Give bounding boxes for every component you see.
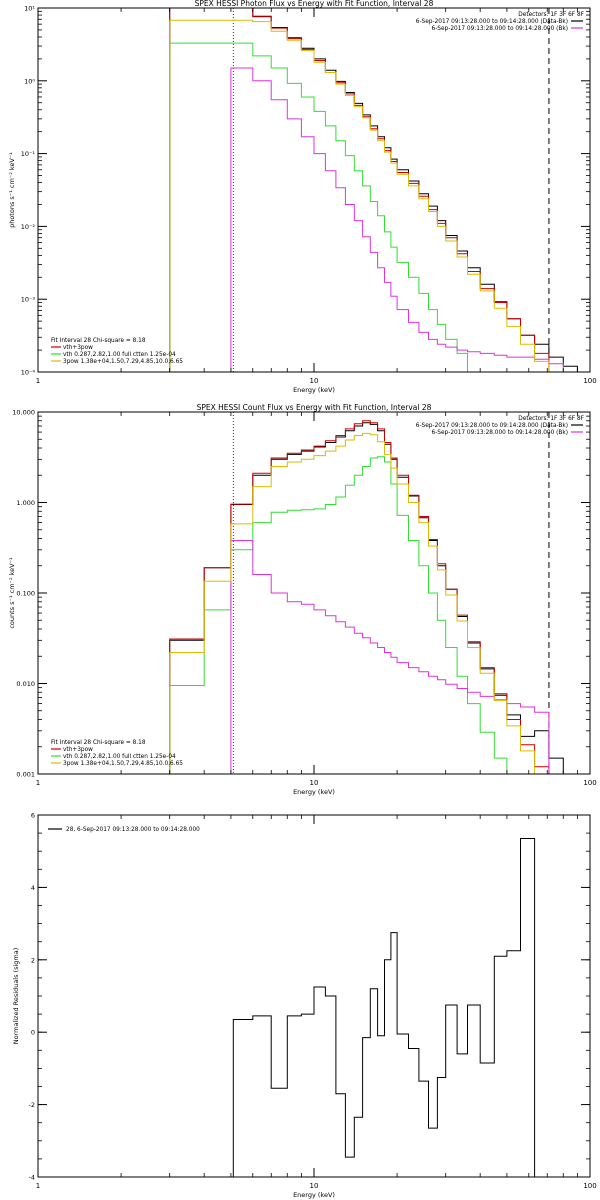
x-tick-label: 10 (310, 1182, 319, 1190)
x-tick-label: 1 (36, 779, 40, 787)
y-tick-label: 10.000 (12, 409, 35, 417)
legend-entry: 3pow 1.38e+04,1.50,7.29,4.85,10.0,6.65 (63, 359, 183, 365)
y-tick-label: -2 (29, 1101, 35, 1109)
legend-entry: 28, 6-Sep-2017 09:13:28.000 to 09:14:28.… (66, 827, 200, 833)
series-group (232, 838, 549, 1177)
y-axis-label: photons s⁻¹ cm⁻² keV⁻¹ (8, 152, 16, 228)
chart-panel-2: 1 10 100 0.001 0.010 0.100 1.000 10.000 SPEX HES… (8, 403, 597, 796)
series-3-line (169, 456, 578, 774)
y-tick-label: 6 (31, 812, 35, 820)
legend-entry: Fit Interval 28 Chi-square = 8.18 (51, 338, 146, 344)
legend-entry: 6-Sep-2017 09:13:28.000 to 09:14:28.000 … (416, 423, 568, 429)
y-tick-label: 10⁻³ (21, 296, 36, 304)
legend-entry: 6-Sep-2017 09:13:28.000 to 09:14:28.000 … (416, 19, 568, 25)
series-5-line (169, 19, 578, 372)
legend-entry: vth 0.287,2.82,1.00 full ctten 1.25e-04 (63, 754, 176, 760)
y-tick-label: 0 (31, 1029, 35, 1037)
series-5-line (169, 432, 578, 774)
y-tick-label: 10⁻¹ (21, 150, 36, 158)
chart-panel-1: 1 10 100 10⁻⁴ 10⁻³ 10⁻² 10⁻¹ 10⁰ 10¹ SPEX HESSI P… (8, 0, 597, 394)
legend-entry: 3pow 1.38e+04,1.50,7.29,4.85,10.0,6.65 (63, 761, 183, 767)
y-axis-label: Normalized Residuals (sigma) (12, 948, 20, 1045)
y-tick-label: 0.100 (16, 590, 35, 598)
x-axis-label: Energy (keV) (293, 788, 335, 796)
chart-panel-3: 1 10 100 -4 -2 0 2 4 6 Energy (keV) Normalized Res… (12, 812, 597, 1200)
y-tick-label: 10⁻⁴ (21, 369, 36, 377)
x-tick-label: 100 (583, 377, 596, 385)
y-tick-label: 10¹ (24, 5, 35, 13)
y-tick-label: 1.000 (16, 499, 35, 507)
legend-entry: vth+3pow (63, 747, 93, 753)
legend-entry: 6-Sep-2017 09:13:28.000 to 09:14:28.000 … (432, 26, 568, 32)
x-axis-label: Energy (keV) (293, 1191, 335, 1199)
y-tick-label: 10⁰ (24, 77, 35, 85)
legend-entry: Fit Interval 28 Chi-square = 8.18 (51, 740, 146, 746)
series-1-line (232, 838, 549, 1177)
legend-entry: vth+3pow (63, 345, 93, 351)
series-group (169, 420, 578, 774)
legend-entry: vth 0.287,2.82,1.00 full ctten 1.25e-04 (63, 352, 176, 358)
y-axis-label: counts s⁻¹ cm⁻² keV⁻¹ (8, 557, 16, 629)
x-tick-label: 1 (36, 377, 40, 385)
legend-entry: 6-Sep-2017 09:13:28.000 to 09:14:28.000 … (432, 430, 568, 436)
chart-title: SPEX HESSI Photon Flux vs Energy with Fi… (195, 0, 434, 8)
series-group (169, 8, 578, 372)
y-tick-label: -4 (29, 1174, 35, 1182)
x-axis-label: Energy (keV) (293, 386, 335, 394)
series-4-line (169, 67, 578, 372)
x-tick-label: 1 (36, 1182, 40, 1190)
y-tick-label: 4 (31, 884, 35, 892)
legend-entry: Detectors: 1F 3F 6F 8F (518, 416, 584, 422)
x-tick-label: 100 (583, 1182, 596, 1190)
y-tick-label: 0.010 (16, 680, 35, 688)
x-tick-label: 100 (583, 779, 596, 787)
x-tick-label: 10 (310, 377, 319, 385)
legend-entry: Detectors: 1F 3F 6F 8F (518, 12, 584, 18)
y-tick-label: 10⁻² (21, 223, 36, 231)
x-tick-label: 10 (310, 779, 319, 787)
y-tick-label: 0.001 (16, 771, 35, 779)
y-tick-label: 2 (31, 956, 35, 964)
chart-title: SPEX HESSI Count Flux vs Energy with Fit… (197, 403, 432, 412)
series-3-line (169, 42, 578, 372)
